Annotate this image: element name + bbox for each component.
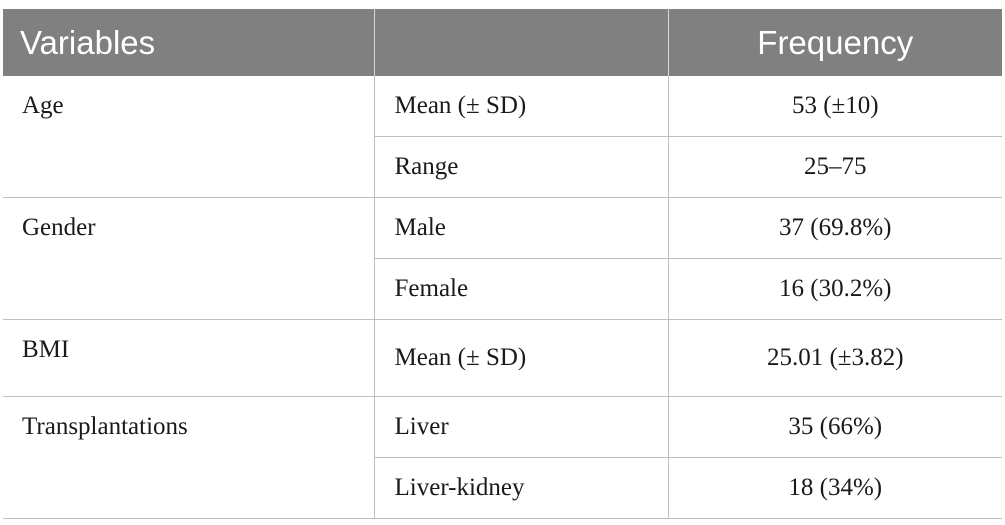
header-empty [374,9,669,76]
subcategory-cell: Mean (± SD) [374,76,669,137]
table-row: Gender Male 37 (69.8%) [3,197,1002,320]
frequency-cell: 25.01 (±3.82) [668,319,1002,397]
subcategory-cell: Range [374,136,669,198]
subcategory-cell: Male [374,197,669,259]
variable-cell-age: Age [3,76,375,198]
subcategory-cell: Liver-kidney [374,457,669,519]
table-row: Age Mean (± SD) 53 (±10) [3,76,1002,198]
frequency-cell: 18 (34%) [668,457,1002,519]
frequency-cell: 35 (66%) [668,396,1002,458]
table-header: Variables Frequency [3,9,1002,76]
demographics-table-container: Variables Frequency Age Mean (± SD) 53 (… [3,9,1002,519]
subcategory-cell: Female [374,258,669,320]
subcategory-cell: Liver [374,396,669,458]
table-row: Transplantations Liver 35 (66%) [3,396,1002,519]
header-frequency: Frequency [668,9,1002,76]
table-row: BMI Mean (± SD) 25.01 (±3.82) [3,319,1002,397]
variable-cell-transplantations: Transplantations [3,396,375,519]
header-row: Variables Frequency [3,9,1002,76]
table-row: Range 25–75 [3,136,1002,198]
frequency-cell: 37 (69.8%) [668,197,1002,259]
table-body: Age Mean (± SD) 53 (±10) Range 25–75 Gen… [3,76,1002,519]
frequency-cell: 53 (±10) [668,76,1002,137]
header-variables: Variables [3,9,375,76]
frequency-cell: 16 (30.2%) [668,258,1002,320]
subcategory-cell: Mean (± SD) [374,319,669,397]
demographics-table: Variables Frequency Age Mean (± SD) 53 (… [3,9,1002,519]
frequency-cell: 25–75 [668,136,1002,198]
variable-cell-bmi: BMI [3,319,375,397]
table-row: Liver-kidney 18 (34%) [3,457,1002,519]
variable-cell-gender: Gender [3,197,375,320]
table-row: Female 16 (30.2%) [3,258,1002,320]
